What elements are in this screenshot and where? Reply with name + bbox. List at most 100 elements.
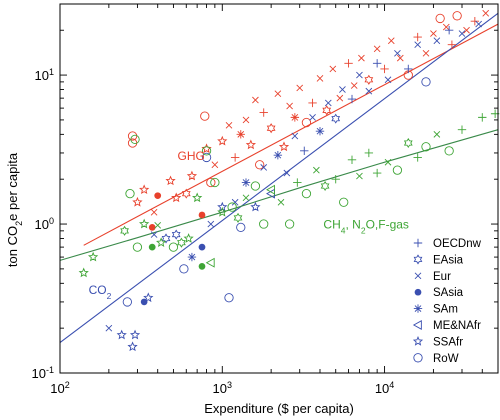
data-point-0-52 [452, 11, 462, 21]
data-point-1-28 [315, 126, 325, 136]
data-point-0-20 [242, 116, 250, 124]
data-point-0-49 [435, 13, 445, 24]
data-point-2-7 [148, 243, 156, 251]
data-point-1-13 [201, 152, 212, 163]
data-point-0-12 [200, 111, 210, 121]
data-point-1-34 [365, 87, 373, 95]
legend-marker-7 [413, 353, 423, 363]
data-point-2-12 [183, 233, 194, 243]
fit-lines [59, 12, 499, 344]
data-point-2-39 [403, 137, 413, 149]
co2-line-label: CO2 [89, 283, 112, 301]
data-point-0-26 [274, 90, 282, 98]
data-point-0-32 [308, 98, 317, 108]
data-point-1-24 [283, 169, 291, 177]
data-point-1-19 [241, 178, 251, 187]
legend-label-0: OECDnw [433, 238, 482, 250]
data-point-1-7 [150, 231, 158, 238]
legend-item-6: SSAfr [412, 336, 463, 348]
ghg-line-label: GHG [178, 149, 205, 163]
legend-item-3: SAsia [414, 287, 464, 299]
data-point-2-11 [177, 237, 186, 248]
data-point-0-7 [165, 175, 176, 186]
data-point-2-34 [356, 172, 363, 180]
y-axis-title-main: ton CO [5, 226, 20, 267]
data-point-0-44 [396, 54, 404, 62]
data-point-2-18 [217, 206, 228, 217]
legend-item-1: EAsia [413, 254, 464, 266]
data-point-1-36 [384, 76, 392, 84]
data-point-2-16 [205, 257, 215, 268]
co2-label-sub: 2 [107, 291, 112, 301]
data-point-2-25 [277, 198, 285, 206]
axes-box [59, 3, 499, 374]
data-point-2-19 [227, 202, 237, 212]
data-point-0-38 [350, 82, 358, 89]
data-point-2-22 [250, 181, 261, 191]
data-point-2-40 [413, 153, 422, 162]
data-point-1-29 [324, 99, 332, 107]
data-point-0-33 [316, 75, 324, 82]
data-point-1-3 [105, 324, 113, 332]
series-1 [105, 20, 483, 352]
data-point-2-41 [421, 142, 431, 152]
data-point-0-10 [186, 170, 198, 181]
data-point-0-43 [387, 37, 395, 45]
axis-ticks: 102 103 104 10-1 100 101 [32, 3, 499, 396]
data-point-0-37 [344, 59, 353, 68]
y-axis-title-sub: 2 [14, 221, 24, 226]
other-label-part-3: 2 [361, 226, 366, 236]
data-point-0-41 [373, 45, 381, 53]
other-label-part-1: 4 [341, 226, 346, 236]
data-point-0-46 [413, 32, 422, 42]
axes-frame [59, 3, 499, 374]
data-point-2-43 [444, 146, 454, 156]
legend-item-5: ME&NAfr [412, 320, 481, 332]
data-point-1-16 [224, 293, 234, 303]
data-point-1-42 [444, 26, 454, 35]
data-point-1-14 [207, 220, 215, 228]
legend-item-7: RoW [413, 353, 459, 365]
data-point-2-45 [478, 113, 487, 122]
x-tick-label-2: 104 [375, 380, 394, 396]
data-point-2-8 [154, 222, 162, 229]
data-point-0-14 [206, 177, 216, 188]
other-label-part-2: , N [346, 218, 361, 232]
legend-label-4: SAm [433, 304, 458, 316]
data-point-2-4 [130, 134, 140, 145]
data-point-2-17 [210, 177, 220, 188]
data-point-0-36 [336, 94, 344, 102]
data-point-1-18 [236, 222, 246, 233]
data-point-1-38 [404, 64, 413, 74]
x-tick-label-1: 103 [213, 380, 232, 396]
legend-label-7: RoW [433, 353, 459, 365]
data-point-1-10 [179, 264, 189, 274]
data-point-1-44 [475, 20, 483, 28]
data-point-1-26 [300, 146, 309, 156]
data-point-0-42 [380, 64, 389, 74]
fit-line-2 [59, 129, 499, 261]
data-point-2-33 [347, 155, 357, 164]
x-axis-title: Expenditure ($ per capita) [204, 401, 354, 416]
data-point-0-23 [255, 160, 265, 170]
y-tick-label-2: 101 [35, 67, 54, 83]
series-0 [127, 9, 490, 231]
data-point-2-29 [313, 166, 320, 174]
data-point-2-31 [331, 174, 340, 184]
other-label-part-0: CH [323, 218, 340, 232]
data-point-0-3 [139, 184, 150, 195]
data-point-1-6 [143, 292, 154, 303]
data-point-0-55 [482, 9, 490, 17]
data-point-0-53 [463, 26, 470, 34]
data-point-0-54 [470, 16, 480, 26]
data-point-2-30 [320, 180, 330, 192]
data-point-2-21 [242, 194, 250, 202]
data-point-0-31 [301, 117, 312, 128]
data-point-0-2 [132, 196, 143, 207]
data-point-0-34 [322, 105, 332, 116]
legend-item-4: SAm [413, 304, 458, 316]
other-label-part-4: O,F-gas [366, 218, 409, 232]
data-point-0-9 [181, 188, 191, 199]
data-point-1-9 [171, 229, 181, 240]
